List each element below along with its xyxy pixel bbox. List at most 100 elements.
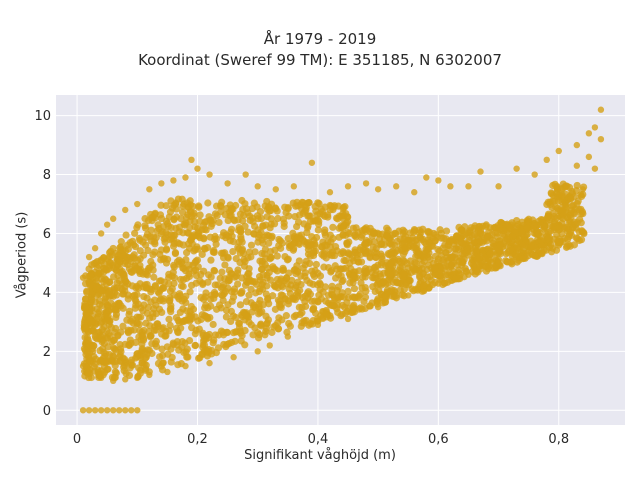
data-point [306, 241, 314, 249]
data-point [105, 258, 114, 266]
data-point [116, 340, 124, 349]
data-point [96, 356, 105, 365]
data-point [197, 270, 205, 279]
data-point [190, 267, 198, 275]
data-point [215, 218, 223, 227]
data-point [579, 190, 587, 199]
data-point [451, 275, 460, 283]
data-point [252, 289, 260, 297]
data-point [199, 221, 208, 229]
data-point [141, 222, 149, 230]
data-point [277, 275, 285, 283]
data-point [273, 252, 281, 260]
data-point [83, 349, 91, 357]
data-point [259, 239, 267, 247]
data-point [124, 329, 133, 337]
data-point [262, 324, 271, 332]
data-point [156, 286, 165, 294]
data-point [575, 228, 583, 236]
data-point [203, 347, 212, 355]
data-point [452, 232, 461, 240]
data-point [119, 246, 127, 254]
data-point [466, 245, 474, 253]
data-point [110, 377, 117, 385]
data-point [245, 291, 253, 299]
data-point [167, 358, 175, 366]
data-point [112, 346, 120, 354]
data-point [573, 162, 581, 169]
data-point [236, 210, 245, 218]
data-point [518, 228, 526, 236]
data-point [110, 264, 118, 272]
y-tick-label: 0 [43, 404, 51, 419]
data-point [334, 295, 342, 303]
data-point [146, 371, 153, 379]
data-point [567, 213, 575, 221]
data-point [374, 303, 382, 311]
data-point [591, 124, 599, 131]
x-tick-label: 0,6 [428, 432, 449, 447]
data-point [351, 232, 359, 240]
data-point [434, 246, 442, 254]
data-point [175, 256, 183, 264]
data-point [154, 221, 162, 229]
data-point [400, 257, 408, 266]
data-point [88, 318, 96, 326]
data-point [82, 324, 90, 332]
data-point [350, 272, 358, 280]
data-point [563, 242, 571, 250]
data-point [351, 248, 359, 256]
data-point [187, 302, 195, 311]
data-point [337, 212, 345, 220]
data-point [372, 253, 380, 262]
data-point [206, 302, 215, 310]
data-point [519, 255, 527, 263]
data-point [217, 249, 226, 257]
data-point [343, 239, 351, 248]
data-point [382, 231, 390, 240]
data-point [470, 238, 478, 246]
data-point [344, 183, 352, 190]
data-point [247, 253, 255, 261]
data-point [554, 197, 562, 205]
data-point [347, 265, 355, 273]
data-point [138, 340, 146, 348]
y-tick-label: 10 [34, 109, 51, 124]
data-point [336, 265, 344, 273]
data-point [412, 252, 420, 261]
data-point [104, 289, 112, 297]
data-point [309, 305, 318, 313]
x-tick-label: 0,4 [308, 432, 329, 447]
data-point [401, 239, 409, 247]
data-point [555, 224, 562, 231]
data-point [159, 295, 168, 303]
data-point [228, 288, 236, 296]
data-point [579, 186, 587, 193]
data-point [555, 207, 563, 215]
data-point [387, 260, 395, 268]
data-point [547, 190, 556, 198]
data-point [88, 327, 96, 335]
data-point [456, 271, 464, 279]
data-point [230, 329, 238, 337]
data-point [142, 233, 150, 242]
data-point [374, 279, 382, 288]
data-point [169, 339, 177, 347]
data-point [495, 183, 502, 190]
data-point [174, 316, 182, 325]
data-point [158, 180, 165, 187]
data-point [379, 299, 387, 307]
data-point [313, 281, 322, 289]
data-point [284, 234, 292, 243]
data-point [205, 213, 213, 221]
data-point [409, 265, 417, 273]
data-point [120, 363, 128, 371]
data-point [320, 263, 328, 271]
data-point [84, 336, 92, 344]
data-point [97, 230, 105, 237]
data-point [112, 313, 120, 322]
data-point [165, 297, 174, 305]
data-point [97, 256, 105, 264]
data-point [287, 281, 295, 289]
data-point [218, 268, 226, 276]
